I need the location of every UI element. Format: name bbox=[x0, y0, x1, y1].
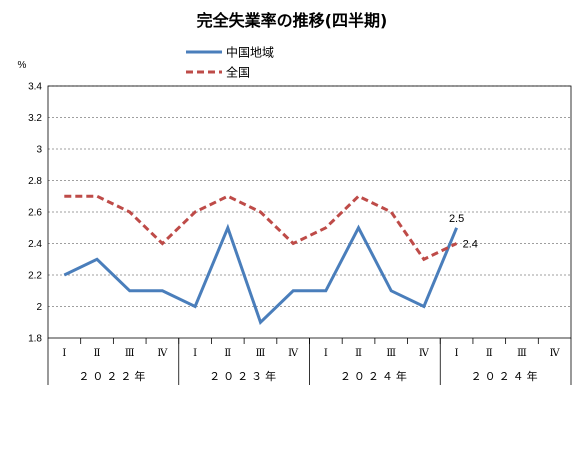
series-line-2 bbox=[64, 194, 458, 262]
x-category-label: Ⅰ bbox=[455, 348, 459, 359]
legend-label-1: 中国地域 bbox=[226, 45, 274, 60]
y-tick-label: 2.4 bbox=[28, 239, 42, 250]
x-category-label: Ⅳ bbox=[288, 348, 299, 359]
x-axis-year-groups: ２０２２年 ２０２３年 ２０２４年 ２０２４年 bbox=[78, 338, 541, 385]
legend-label-2: 全国 bbox=[226, 65, 250, 80]
x-category-label: Ⅱ bbox=[224, 348, 231, 359]
x-category-label: Ⅲ bbox=[386, 348, 396, 359]
year-group-label: ２０２３年 bbox=[209, 369, 279, 383]
gridlines bbox=[48, 85, 571, 307]
x-category-label: Ⅳ bbox=[157, 348, 168, 359]
y-tick-label: 1.8 bbox=[28, 334, 42, 345]
y-tick-label: 3 bbox=[36, 145, 42, 156]
x-category-label: Ⅱ bbox=[355, 348, 362, 359]
x-category-label: Ⅰ bbox=[62, 348, 66, 359]
y-tick-label: 2.6 bbox=[28, 208, 42, 219]
x-category-label: Ⅲ bbox=[256, 348, 266, 359]
y-tick-label: 2 bbox=[36, 302, 42, 313]
x-category-label: Ⅰ bbox=[324, 348, 328, 359]
x-category-label: Ⅰ bbox=[193, 348, 197, 359]
data-label: 2.5 bbox=[449, 213, 464, 225]
y-tick-label: 2.8 bbox=[28, 176, 42, 187]
chart-title: 完全失業率の推移(四半期) bbox=[197, 11, 388, 30]
x-category-label: Ⅱ bbox=[486, 348, 493, 359]
x-category-label: Ⅲ bbox=[517, 348, 527, 359]
x-category-label: Ⅲ bbox=[125, 348, 135, 359]
y-axis-ticks: 1.8 2 2.2 2.4 2.6 2.8 3 3.2 3.4 bbox=[28, 82, 42, 345]
data-label: 2.4 bbox=[463, 239, 478, 251]
year-group-label: ２０２４年 bbox=[471, 369, 541, 383]
year-group-label: ２０２２年 bbox=[78, 369, 148, 383]
x-category-label: Ⅱ bbox=[94, 348, 101, 359]
series-lines bbox=[63, 194, 458, 326]
y-tick-label: 3.2 bbox=[28, 113, 42, 124]
y-axis-label: % bbox=[18, 60, 27, 71]
year-group-label: ２０２４年 bbox=[340, 369, 410, 383]
x-axis-categories: Ⅰ Ⅱ Ⅲ Ⅳ Ⅰ Ⅱ Ⅲ Ⅳ Ⅰ Ⅱ Ⅲ Ⅳ Ⅰ Ⅱ Ⅲ Ⅳ bbox=[62, 348, 560, 359]
x-category-label: Ⅳ bbox=[419, 348, 430, 359]
y-tick-label: 2.2 bbox=[28, 271, 42, 282]
x-category-label: Ⅳ bbox=[550, 348, 561, 359]
data-labels: 2.5 2.4 bbox=[449, 213, 478, 251]
y-tick-label: 3.4 bbox=[28, 82, 42, 93]
series-line-1 bbox=[63, 223, 458, 326]
